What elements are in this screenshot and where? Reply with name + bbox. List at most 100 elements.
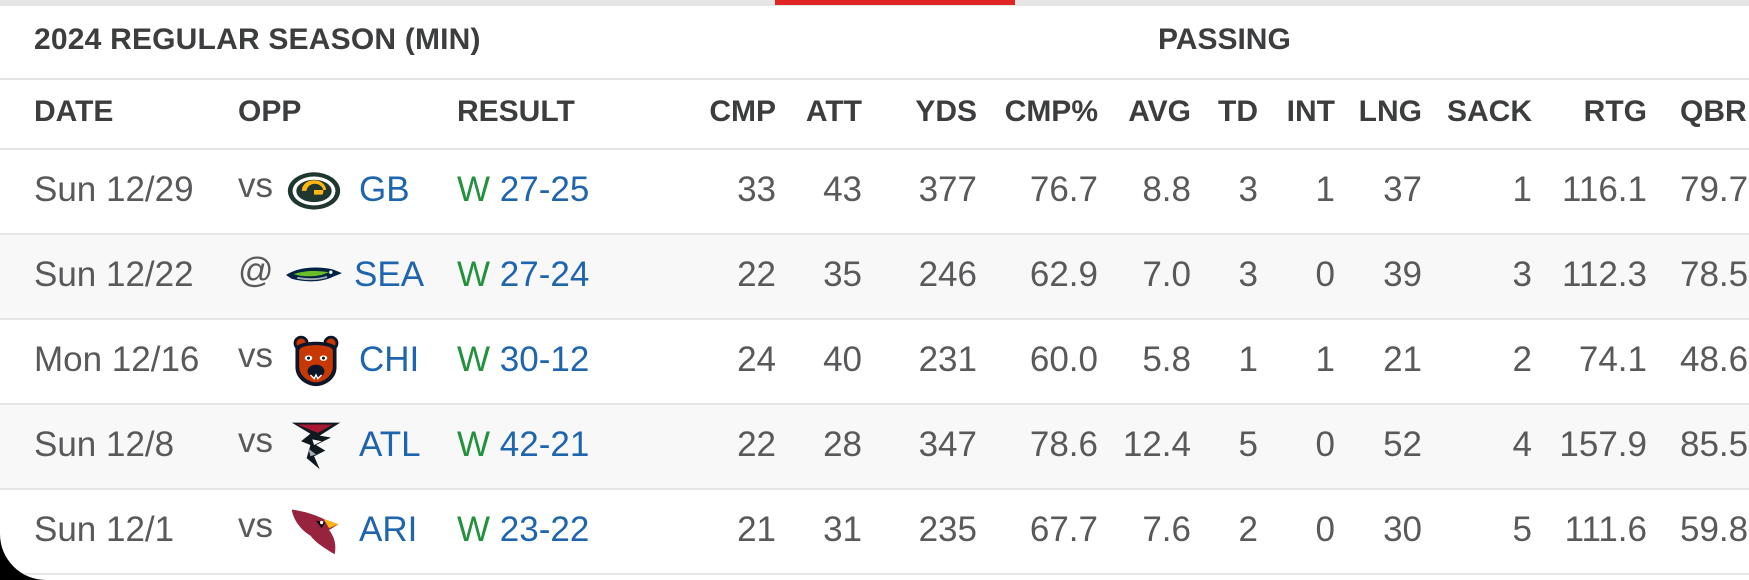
header-lng: LNG: [1358, 95, 1422, 128]
stat-qbr: 78.5: [1680, 255, 1749, 294]
result-outcome: W: [457, 340, 491, 379]
stat-sack: 2: [1512, 340, 1532, 379]
stat-qbr: 85.5: [1680, 425, 1749, 464]
game-result[interactable]: W 42-21: [457, 425, 589, 465]
header-date: DATE: [34, 95, 114, 128]
stat-sack: 3: [1512, 255, 1532, 294]
home-away-marker: vs: [238, 166, 273, 205]
seahawks-logo-icon[interactable]: [284, 247, 344, 303]
cardinals-logo-icon[interactable]: [288, 502, 344, 558]
header-int: INT: [1286, 95, 1335, 128]
stat-sack: 4: [1512, 425, 1532, 464]
home-away-marker: vs: [238, 506, 273, 545]
home-away-marker: @: [238, 251, 274, 290]
result-outcome: W: [457, 425, 491, 464]
game-result[interactable]: W 27-24: [457, 255, 589, 295]
stat-td: 1: [1238, 340, 1258, 379]
table-group-header: 2024 REGULAR SEASON (MIN) PASSING: [0, 6, 1749, 80]
result-outcome: W: [457, 510, 491, 549]
result-score[interactable]: 30-12: [499, 340, 590, 379]
home-away-marker: vs: [238, 336, 273, 375]
stat-cmp-pct: 62.9: [1029, 255, 1098, 294]
stat-int: 1: [1315, 170, 1335, 209]
header-rtg: RTG: [1583, 95, 1647, 128]
header-qbr: QBR: [1680, 95, 1747, 128]
game-date: Sun 12/22: [34, 255, 194, 294]
stat-cmp: 21: [737, 510, 776, 549]
game-date: Sun 12/29: [34, 170, 194, 209]
stat-att: 31: [823, 510, 862, 549]
stat-td: 3: [1238, 170, 1258, 209]
stat-int: 0: [1315, 510, 1335, 549]
header-td: TD: [1218, 95, 1258, 128]
stat-rtg: 111.6: [1564, 510, 1647, 549]
stat-lng: 30: [1383, 510, 1422, 549]
packers-logo-icon[interactable]: [286, 162, 342, 218]
stat-qbr: 79.7: [1680, 170, 1749, 209]
header-avg: AVG: [1128, 95, 1191, 128]
stat-cmp: 22: [737, 255, 776, 294]
header-yds: YDS: [915, 95, 977, 128]
falcons-logo-icon[interactable]: [288, 417, 344, 473]
passing-group-title: PASSING: [1158, 23, 1291, 56]
stat-yds: 246: [918, 255, 977, 294]
header-result: RESULT: [457, 95, 575, 128]
stat-td: 3: [1238, 255, 1258, 294]
header-cmp-pct: CMP%: [1004, 95, 1098, 128]
header-att: ATT: [805, 95, 862, 128]
stat-rtg: 116.1: [1562, 170, 1647, 209]
stat-yds: 347: [918, 425, 977, 464]
game-result[interactable]: W 27-25: [457, 170, 589, 210]
opponent-link[interactable]: SEA: [354, 255, 425, 294]
stat-avg: 5.8: [1142, 340, 1191, 379]
stat-lng: 21: [1383, 340, 1422, 379]
result-score[interactable]: 27-25: [499, 170, 590, 209]
stat-cmp: 22: [737, 425, 776, 464]
opponent-link[interactable]: ATL: [359, 425, 421, 464]
stat-cmp: 24: [737, 340, 776, 379]
result-score[interactable]: 42-21: [499, 425, 590, 464]
result-outcome: W: [457, 170, 491, 209]
stat-yds: 235: [918, 510, 977, 549]
stat-cmp-pct: 60.0: [1029, 340, 1098, 379]
stat-rtg: 112.3: [1562, 255, 1647, 294]
header-opp: OPP: [238, 95, 302, 128]
stat-lng: 39: [1383, 255, 1422, 294]
game-date: Sun 12/8: [34, 425, 175, 464]
stat-int: 1: [1315, 340, 1335, 379]
game-date: Sun 12/1: [34, 510, 175, 549]
stat-sack: 1: [1512, 170, 1532, 209]
stat-yds: 231: [918, 340, 977, 379]
stat-cmp: 33: [737, 170, 776, 209]
stat-td: 2: [1238, 510, 1258, 549]
stat-lng: 37: [1383, 170, 1422, 209]
game-result[interactable]: W 23-22: [457, 510, 589, 550]
opponent-link[interactable]: GB: [359, 170, 410, 209]
stat-avg: 7.6: [1142, 510, 1191, 549]
game-row: Mon 12/16 vs CHI W 30-12 24 40 231 60.0 …: [0, 320, 1749, 405]
result-score[interactable]: 23-22: [499, 510, 590, 549]
stat-sack: 5: [1512, 510, 1532, 549]
game-row: Sun 12/8 vs ATL W 42-21 22 28 347 78.6 1…: [0, 405, 1749, 490]
stat-cmp-pct: 78.6: [1029, 425, 1098, 464]
bears-logo-icon[interactable]: [288, 332, 344, 388]
header-sack: SACK: [1446, 95, 1532, 128]
stat-avg: 12.4: [1122, 425, 1191, 464]
stat-att: 43: [823, 170, 862, 209]
home-away-marker: vs: [238, 421, 273, 460]
game-result[interactable]: W 30-12: [457, 340, 589, 380]
game-row: Sun 12/22 @ SEA W 27-24 22 35 246 62.9 7…: [0, 235, 1749, 320]
stat-rtg: 157.9: [1559, 425, 1647, 464]
opponent-link[interactable]: CHI: [359, 340, 420, 379]
opponent-link[interactable]: ARI: [359, 510, 418, 549]
result-outcome: W: [457, 255, 491, 294]
result-score[interactable]: 27-24: [499, 255, 590, 294]
stat-rtg: 74.1: [1578, 340, 1647, 379]
stat-avg: 8.8: [1142, 170, 1191, 209]
active-tab-indicator: [775, 0, 1015, 5]
game-row: Sun 12/1 vs ARI W 23-22 21 31 235 67.7 7…: [0, 490, 1749, 575]
stat-td: 5: [1238, 425, 1258, 464]
stat-qbr: 48.6: [1680, 340, 1749, 379]
stat-att: 28: [823, 425, 862, 464]
stat-cmp-pct: 76.7: [1029, 170, 1098, 209]
